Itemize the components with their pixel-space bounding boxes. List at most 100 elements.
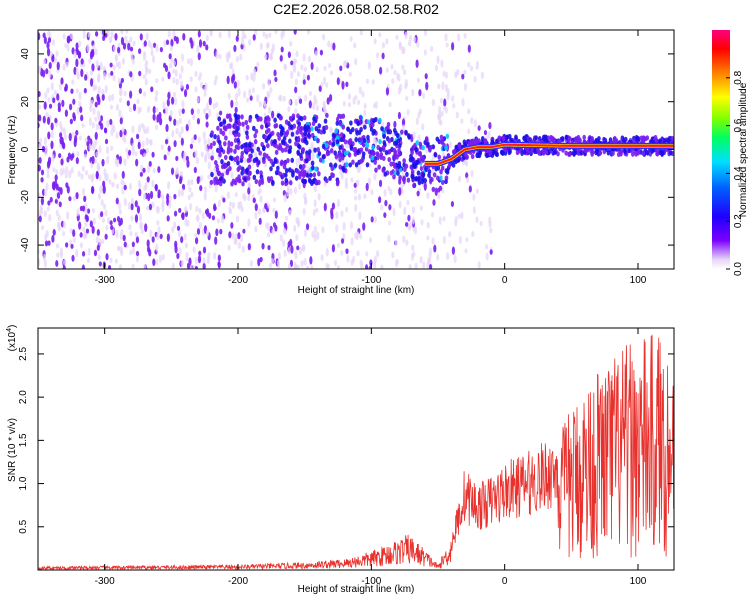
spectrogram-cell xyxy=(91,122,95,129)
spectrogram-cell xyxy=(115,197,119,205)
spectrogram-cell xyxy=(268,32,272,38)
spectrogram-cell xyxy=(420,219,424,226)
spectrogram-cell xyxy=(163,154,167,161)
spectrogram-cell xyxy=(329,148,334,154)
spectrogram-cell xyxy=(120,36,125,46)
spectrogram-cell xyxy=(353,151,358,157)
spectrogram-cell xyxy=(38,142,42,150)
spectrogram-cell xyxy=(55,209,59,217)
spectrogram-cell xyxy=(320,254,324,262)
spectrogram-cell xyxy=(102,203,107,210)
spectrogram-cell xyxy=(357,193,362,201)
spectrogram-cell xyxy=(140,222,144,229)
spectrogram-cell xyxy=(119,117,123,125)
spectrogram-cell xyxy=(101,88,105,95)
spectrogram-cell xyxy=(185,252,189,258)
spectrogram-cell xyxy=(247,187,251,195)
spectrogram-y-label: Frequency (Hz) xyxy=(7,116,18,185)
spectrogram-cell xyxy=(218,181,223,187)
spectrogram-cell xyxy=(314,126,319,132)
spectrogram-cell xyxy=(150,49,154,57)
spectrogram-cell xyxy=(107,264,112,269)
spectrogram-cell xyxy=(413,226,418,235)
spectrogram-cell xyxy=(365,182,369,192)
spectrogram-cell xyxy=(91,155,95,165)
spectrogram-cell xyxy=(51,234,55,243)
spectrogram-cell xyxy=(273,117,277,123)
spectrogram-cell xyxy=(101,239,105,245)
snr-y-scale-suffix: ) xyxy=(7,325,18,328)
spectrogram-cell xyxy=(170,39,174,47)
spectrogram-cell xyxy=(196,214,200,223)
spectrogram-cell xyxy=(354,162,359,168)
spectrogram-cell xyxy=(483,138,488,144)
spectrogram-cell xyxy=(288,115,293,122)
spectrogram-cell xyxy=(65,242,69,248)
spectrogram-cell xyxy=(79,205,83,212)
spectrogram-cell xyxy=(131,241,135,248)
spectrogram-cell xyxy=(95,170,99,179)
spectrogram-cell xyxy=(148,139,152,145)
spectrogram-cell xyxy=(382,133,386,139)
colorbar-tick-label: 0.8 xyxy=(733,70,744,84)
spectrogram-cell xyxy=(135,133,140,140)
spectrogram-cell xyxy=(300,260,304,268)
spectrogram-cell xyxy=(256,116,260,123)
spectrogram-cell xyxy=(210,171,214,178)
spectrogram-cell xyxy=(105,146,110,155)
spectrogram-cell xyxy=(451,246,456,255)
spectrogram-x-tick-label: 0 xyxy=(502,275,508,286)
spectrogram-cell xyxy=(166,215,170,222)
spectrogram-cell xyxy=(151,55,156,63)
spectrogram-cell xyxy=(556,151,560,157)
spectrogram-cell xyxy=(403,206,407,216)
spectrogram-cell xyxy=(43,136,48,145)
snr-y-tick-label: 1.0 xyxy=(18,476,29,490)
spectrogram-cell xyxy=(205,121,209,128)
spectrogram-cell xyxy=(91,225,95,234)
spectrogram-cell xyxy=(72,98,76,105)
spectrogram-cell xyxy=(440,59,444,68)
spectrogram-cell xyxy=(207,252,211,258)
spectrogram-cell xyxy=(245,130,249,136)
spectrogram-cell xyxy=(178,108,182,117)
spectrogram-cell xyxy=(410,156,414,162)
spectrogram-cell xyxy=(130,215,134,222)
spectrogram-cell xyxy=(467,140,472,146)
spectrogram-cell xyxy=(268,262,273,269)
snr-panel: -300 -200 -100 0 100 0.51.01.52.02.5 Height … xyxy=(6,325,675,595)
spectrogram-cell xyxy=(311,165,315,171)
spectrogram-cell xyxy=(104,209,108,217)
spectrogram-cell xyxy=(83,153,88,159)
spectrogram-cell xyxy=(169,109,173,118)
spectrogram-cell xyxy=(113,172,117,180)
spectrogram-cell xyxy=(287,99,292,105)
spectrogram-cell xyxy=(278,145,283,151)
spectrogram-cell xyxy=(217,254,221,262)
spectrogram-cell xyxy=(243,176,247,183)
spectrogram-cell xyxy=(393,70,397,76)
spectrogram-cell xyxy=(509,137,513,143)
spectrogram-cell xyxy=(138,88,142,95)
spectrogram-cell xyxy=(87,247,91,256)
spectrogram-cell xyxy=(254,156,259,162)
spectrogram-cell xyxy=(445,169,450,175)
spectrogram-cell xyxy=(262,82,266,90)
spectrogram-cell xyxy=(470,153,475,160)
spectrogram-cell xyxy=(82,226,86,233)
spectrogram-cell xyxy=(59,247,63,256)
spectrogram-cell xyxy=(410,169,415,175)
spectrogram-cell xyxy=(446,93,450,101)
spectrogram-cell xyxy=(332,42,336,51)
spectrogram-cell xyxy=(88,143,92,151)
spectrogram-cell xyxy=(202,131,206,140)
spectrogram-cell xyxy=(414,175,419,182)
spectrogram-cell xyxy=(138,213,143,222)
spectrogram-cell xyxy=(306,74,310,81)
spectrogram-cell xyxy=(109,220,113,226)
spectrogram-cell xyxy=(245,124,250,130)
spectrogram-cell xyxy=(226,161,231,167)
spectrogram-cell xyxy=(375,52,380,59)
spectrogram-cell xyxy=(328,94,333,102)
spectrogram-cell xyxy=(151,236,155,243)
